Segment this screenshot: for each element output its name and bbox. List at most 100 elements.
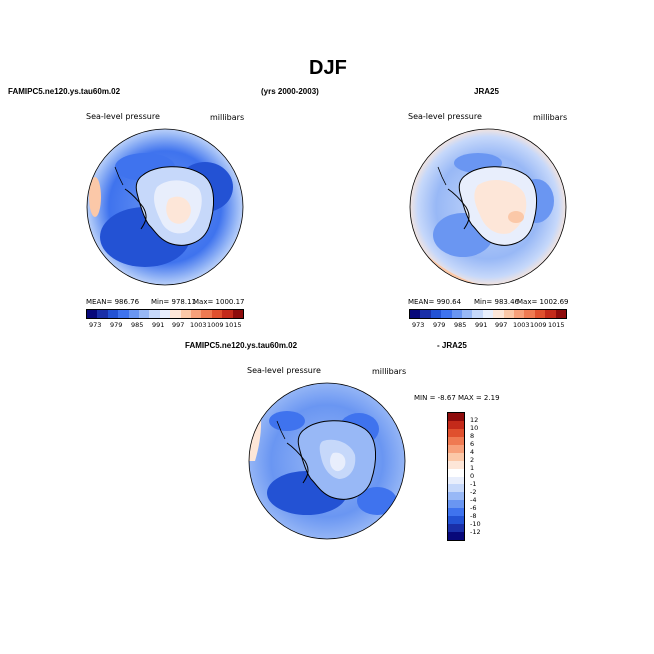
colorbar-swatch (448, 508, 464, 517)
cbar2-tick: 1009 (530, 321, 547, 329)
obs-min-stat: Min= 983.46 (474, 298, 520, 306)
cbar1-tick: 985 (131, 321, 144, 329)
obs-header: JRA25 (474, 87, 499, 96)
colorbar-swatch (462, 310, 473, 318)
colorbar-swatch (448, 428, 464, 437)
model-case-header: FAMIPC5.ne120.ys.tau60m.02 (8, 87, 121, 96)
colorbar-swatch (149, 310, 160, 318)
colorbar-swatch (180, 310, 192, 318)
obs-polar-map (409, 128, 567, 286)
cbar2-tick: 1003 (513, 321, 530, 329)
colorbar-swatch (191, 310, 202, 318)
model-min-stat: Min= 978.11 (151, 298, 197, 306)
obs-variable-label: Sea-level pressure (408, 112, 482, 121)
cbar3-tick: 8 (470, 432, 475, 440)
colorbar-swatch (448, 436, 464, 445)
colorbar-swatch (430, 310, 442, 318)
colorbar-swatch (493, 310, 504, 318)
cbar2-tick: 985 (454, 321, 467, 329)
colorbar-swatch (472, 310, 483, 318)
colorbar-swatch (87, 310, 98, 318)
colorbar-swatch (441, 310, 452, 318)
colorbar-swatch (545, 310, 556, 318)
colorbar-swatch (448, 500, 464, 509)
model-colorbar (86, 309, 244, 319)
cbar2-tick: 991 (475, 321, 488, 329)
cbar3-tick: -12 (470, 528, 481, 536)
cbar3-tick: -1 (470, 480, 477, 488)
cbar3-tick: 4 (470, 448, 475, 456)
cbar3-tick: -4 (470, 496, 477, 504)
obs-max-stat: Max= 1002.69 (517, 298, 569, 306)
colorbar-swatch (448, 468, 464, 477)
colorbar-swatch (555, 310, 567, 318)
model-mean-stat: MEAN= 986.76 (86, 298, 140, 306)
obs-units-label: millibars (533, 113, 568, 122)
colorbar-swatch (222, 310, 233, 318)
colorbar-swatch (107, 310, 119, 318)
diff-variable-label: Sea-level pressure (247, 366, 321, 375)
cbar3-tick: 10 (470, 424, 479, 432)
cbar2-tick: 979 (433, 321, 446, 329)
colorbar-swatch (118, 310, 129, 318)
cbar3-tick: 6 (470, 440, 475, 448)
diff-colorbar-ticks: 12 10 8 6 4 2 1 0 -1 -2 -4 -6 -8 -10 -12 (470, 412, 500, 539)
colorbar-swatch (448, 492, 464, 501)
diff-colorbar (447, 412, 465, 541)
colorbar-swatch (448, 444, 464, 453)
cbar3-tick: -2 (470, 488, 477, 496)
model-colorbar-ticks: 973 979 985 991 997 1003 1009 1015 (86, 321, 242, 331)
cbar3-tick: 1 (470, 464, 475, 472)
colorbar-swatch (448, 452, 464, 461)
colorbar-swatch (451, 310, 463, 318)
cbar1-tick: 1015 (225, 321, 242, 329)
colorbar-swatch (448, 516, 464, 525)
cbar2-tick: 973 (412, 321, 425, 329)
years-header: (yrs 2000-2003) (261, 87, 319, 96)
diff-units-label: millibars (372, 367, 407, 376)
model-variable-label: Sea-level pressure (86, 112, 160, 121)
colorbar-swatch (448, 413, 464, 421)
cbar1-tick: 1009 (207, 321, 224, 329)
colorbar-swatch (534, 310, 546, 318)
colorbar-swatch (211, 310, 223, 318)
colorbar-swatch (128, 310, 140, 318)
colorbar-swatch (201, 310, 212, 318)
colorbar-swatch (514, 310, 525, 318)
cbar1-tick: 1003 (190, 321, 207, 329)
colorbar-swatch (139, 310, 150, 318)
obs-colorbar (409, 309, 567, 319)
cbar1-tick: 997 (172, 321, 185, 329)
colorbar-swatch (410, 310, 421, 318)
colorbar-swatch (448, 524, 464, 533)
colorbar-swatch (482, 310, 494, 318)
colorbar-swatch (524, 310, 535, 318)
cbar1-tick: 979 (110, 321, 123, 329)
cbar3-tick: 0 (470, 472, 475, 480)
model-units-label: millibars (210, 113, 245, 122)
colorbar-swatch (420, 310, 431, 318)
cbar3-tick: -6 (470, 504, 477, 512)
diff-polar-map (248, 382, 406, 540)
colorbar-swatch (448, 420, 464, 429)
diff-minmax-stat: MIN = -8.67 MAX = 2.19 (414, 394, 500, 402)
diff-header-model: FAMIPC5.ne120.ys.tau60m.02 (185, 341, 298, 350)
obs-mean-stat: MEAN= 990.64 (408, 298, 462, 306)
cbar2-tick: 1015 (548, 321, 565, 329)
cbar3-tick: 2 (470, 456, 475, 464)
colorbar-swatch (97, 310, 108, 318)
diff-header-obs: - JRA25 (437, 341, 467, 350)
cbar1-tick: 991 (152, 321, 165, 329)
colorbar-swatch (448, 460, 464, 469)
cbar3-tick: -8 (470, 512, 477, 520)
colorbar-swatch (448, 484, 464, 493)
colorbar-swatch (448, 476, 464, 485)
figure-title: DJF (309, 57, 347, 79)
colorbar-swatch (448, 532, 464, 540)
colorbar-swatch (170, 310, 181, 318)
cbar1-tick: 973 (89, 321, 102, 329)
colorbar-swatch (503, 310, 515, 318)
model-max-stat: Max= 1000.17 (193, 298, 245, 306)
cbar3-tick: -10 (470, 520, 481, 528)
cbar3-tick: 12 (470, 416, 479, 424)
